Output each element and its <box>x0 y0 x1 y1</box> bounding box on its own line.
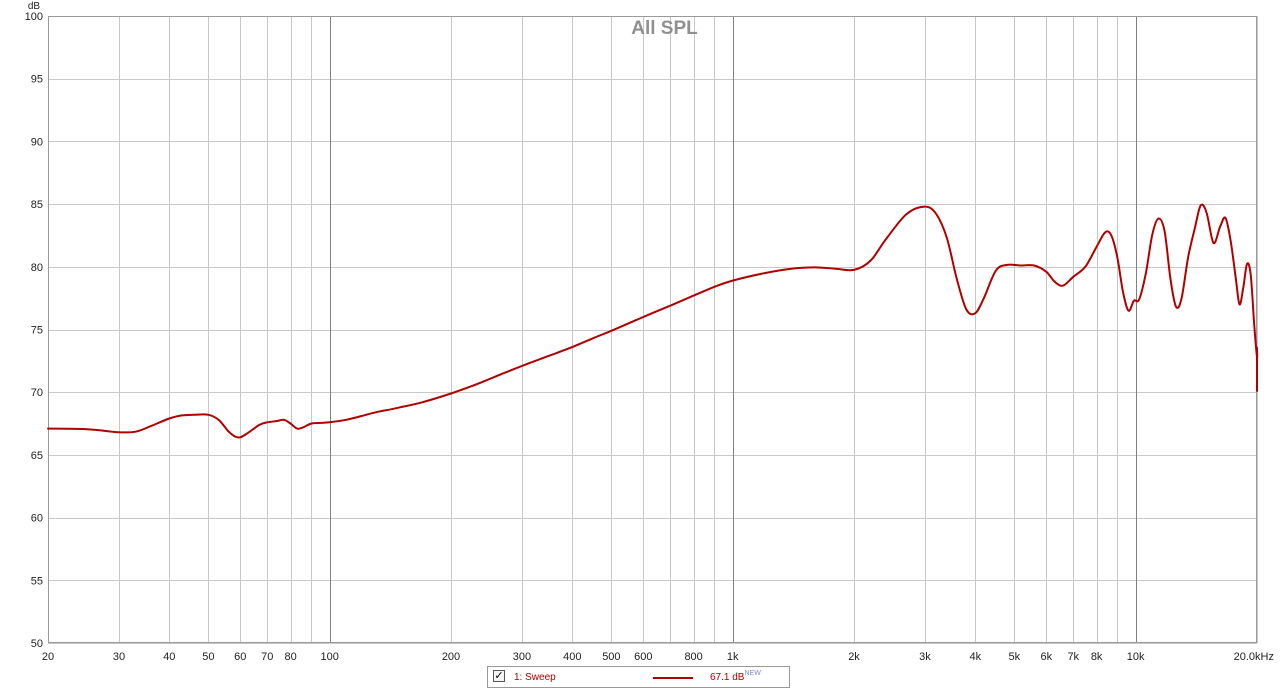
y-tick-label: 65 <box>31 450 43 462</box>
x-tick-label: 50 <box>202 651 214 663</box>
series-line-sweep <box>47 203 1259 439</box>
x-tick-label: 200 <box>442 651 460 663</box>
x-tick-label: 10k <box>1127 651 1145 663</box>
x-tick-label: 30 <box>113 651 125 663</box>
plot-frame <box>48 16 1257 643</box>
x-tick-label: 400 <box>563 651 581 663</box>
y-tick-label: 95 <box>31 74 43 86</box>
y-tick-label: 85 <box>31 199 43 211</box>
y-tick-label: 60 <box>31 513 43 525</box>
y-tick-label: 100 <box>25 11 43 23</box>
legend-box: ✓ 1: Sweep 67.1 dBNEW <box>487 666 790 688</box>
x-tick-label: 6k <box>1040 651 1052 663</box>
x-tick-label: 600 <box>634 651 652 663</box>
y-tick-label: 55 <box>31 575 43 587</box>
x-tick-label: 3k <box>919 651 931 663</box>
x-tick-label: 7k <box>1067 651 1079 663</box>
x-tick-label: 800 <box>684 651 702 663</box>
legend-series-label: 1: Sweep <box>514 672 556 683</box>
chart-title: All SPL <box>631 18 698 39</box>
y-tick-label: 80 <box>31 262 43 274</box>
x-tick-label: 60 <box>234 651 246 663</box>
y-tick-label: 75 <box>31 325 43 337</box>
x-tick-label: 1k <box>727 651 739 663</box>
x-tick-label: 2k <box>848 651 860 663</box>
y-tick-label: 50 <box>31 638 43 650</box>
x-tick-label: 70 <box>261 651 273 663</box>
legend-value-text: 67.1 dB <box>710 672 745 683</box>
legend-line-swatch <box>653 677 693 679</box>
x-tick-label: 5k <box>1009 651 1021 663</box>
y-tick-label: 70 <box>31 387 43 399</box>
x-tick-label: 100 <box>321 651 339 663</box>
plot-area <box>48 16 1257 643</box>
legend-value: 67.1 dBNEW <box>710 670 761 683</box>
y-tick-label: 90 <box>31 136 43 148</box>
x-tick-label: 4k <box>970 651 982 663</box>
x-tick-label: 500 <box>602 651 620 663</box>
y-axis-label: dB <box>28 1 41 12</box>
x-tick-label: 40 <box>163 651 175 663</box>
x-tick-label: 20.0kHz <box>1234 651 1274 663</box>
legend-new-badge: NEW <box>744 670 761 677</box>
x-tick-label: 8k <box>1091 651 1103 663</box>
x-tick-label: 300 <box>513 651 531 663</box>
x-tick-label: 80 <box>285 651 297 663</box>
x-tick-label: 20 <box>42 651 54 663</box>
series-checkbox[interactable]: ✓ <box>493 670 505 682</box>
